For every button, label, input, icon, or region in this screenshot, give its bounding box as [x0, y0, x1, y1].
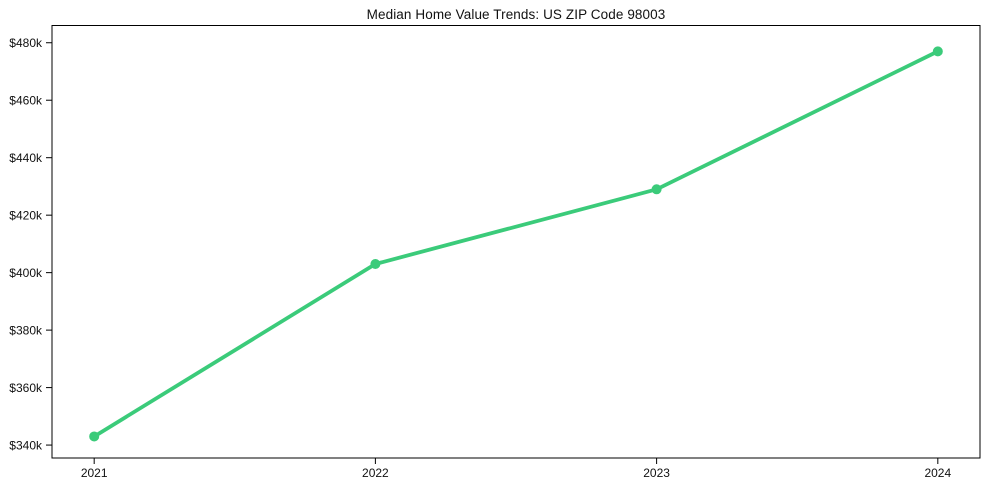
data-point-2023 — [651, 184, 662, 195]
y-tick-label: $380k — [9, 323, 43, 337]
y-tick-label: $400k — [9, 266, 43, 280]
y-tick-label: $460k — [9, 93, 43, 107]
chart-title: Median Home Value Trends: US ZIP Code 98… — [366, 7, 666, 22]
data-point-2022 — [370, 259, 381, 270]
y-tick-label: $420k — [9, 208, 43, 222]
y-tick-label: $480k — [9, 36, 43, 50]
y-tick-label: $340k — [9, 438, 43, 452]
x-tick-label: 2021 — [81, 466, 108, 480]
trend-line — [92, 49, 940, 439]
x-tick-label: 2024 — [924, 466, 951, 480]
y-tick-label: $360k — [9, 381, 43, 395]
data-point-2021 — [89, 431, 100, 442]
plot-border — [51, 25, 981, 459]
x-tick-label: 2023 — [643, 466, 670, 480]
data-point-2024 — [932, 46, 943, 57]
y-tick-label: $440k — [9, 151, 43, 165]
x-tick-label: 2022 — [362, 466, 389, 480]
